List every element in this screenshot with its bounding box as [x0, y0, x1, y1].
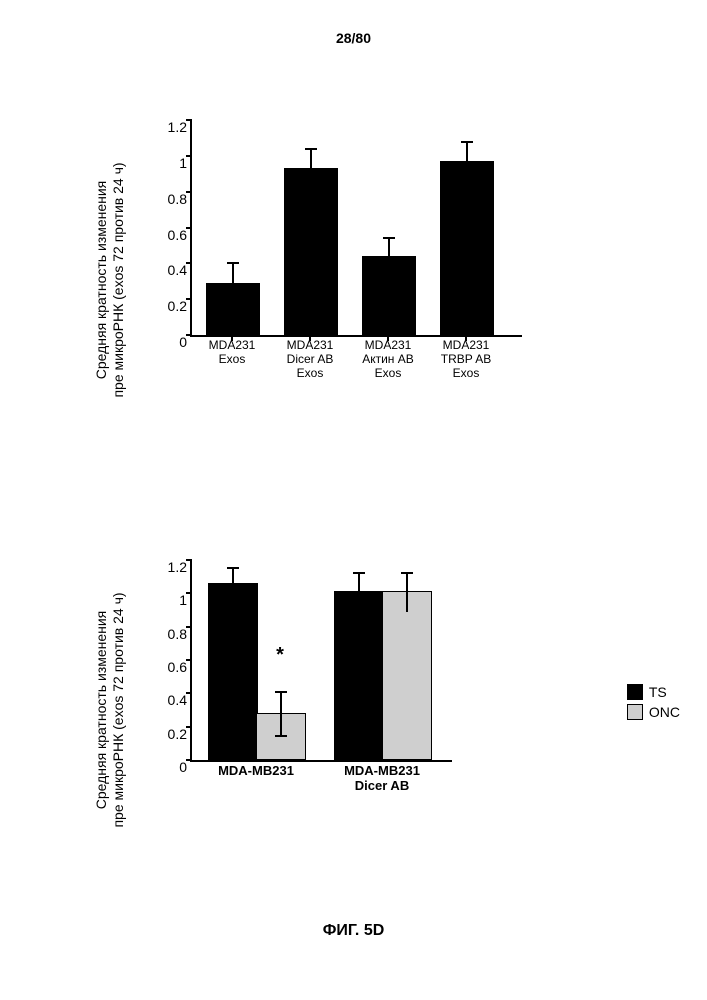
top-chart: Средняя кратность измененияпре микроРНК …: [130, 120, 570, 440]
y-tick-label: 0.8: [157, 626, 187, 642]
category-label: MDA-MB231: [202, 760, 310, 779]
y-tick-mark: [186, 692, 192, 694]
legend-label: ONC: [649, 704, 680, 720]
y-tick-mark: [186, 659, 192, 661]
y-tick-label: 0.6: [157, 659, 187, 675]
error-bar: [388, 237, 390, 257]
error-bar: [358, 572, 360, 612]
y-tick-label: 0.4: [157, 262, 187, 278]
bar: [206, 283, 260, 335]
category-label: MDA231TRBP ABExos: [428, 335, 504, 380]
y-tick-mark: [186, 626, 192, 628]
y-tick-label: 0: [157, 759, 187, 775]
y-tick-label: 0.6: [157, 227, 187, 243]
page: 28/80 Средняя кратность измененияпре мик…: [0, 0, 707, 1000]
error-bar: [232, 567, 234, 600]
legend-swatch: [627, 684, 643, 700]
legend-item: ■ONC: [627, 704, 680, 720]
category-label: MDA231Актин ABExos: [350, 335, 426, 380]
y-tick-label: 0.2: [157, 726, 187, 742]
category-label: MDA231Exos: [194, 335, 270, 367]
y-tick-mark: [186, 592, 192, 594]
y-tick-label: 0.2: [157, 298, 187, 314]
bar: [362, 256, 416, 335]
bar: [208, 583, 258, 760]
y-tick-mark: [186, 334, 192, 336]
error-bar: [466, 141, 468, 163]
bar: [334, 591, 384, 760]
bar: [440, 161, 494, 335]
top-plot-area: 00.20.40.60.811.2MDA231ExosMDA231Dicer A…: [190, 120, 522, 337]
legend-item: ■TS: [627, 684, 680, 700]
legend-label: TS: [649, 684, 667, 700]
category-label: MDA231Dicer ABExos: [272, 335, 348, 380]
y-tick-label: 1.2: [157, 559, 187, 575]
y-tick-label: 1.2: [157, 119, 187, 135]
category-label: MDA-MB231Dicer AB: [328, 760, 436, 794]
y-tick-label: 1: [157, 155, 187, 171]
chart-legend: ■TS ■ONC: [627, 680, 680, 724]
legend-swatch: [627, 704, 643, 720]
bottom-chart: Средняя кратность измененияпре микроРНК …: [130, 560, 570, 860]
y-tick-mark: [186, 559, 192, 561]
error-bar: [310, 148, 312, 170]
y-tick-label: 0.8: [157, 191, 187, 207]
y-tick-label: 0: [157, 334, 187, 350]
figure-caption: ФИГ. 5D: [0, 922, 707, 940]
y-tick-mark: [186, 227, 192, 229]
bottom-y-axis-label: Средняя кратность измененияпре микроРНК …: [93, 592, 127, 827]
bar: [382, 591, 432, 760]
significance-star: *: [276, 644, 284, 667]
bar: [284, 168, 338, 335]
y-tick-label: 0.4: [157, 692, 187, 708]
y-tick-mark: [186, 759, 192, 761]
bar: [256, 713, 306, 760]
y-tick-mark: [186, 191, 192, 193]
page-number: 28/80: [0, 30, 707, 46]
error-bar: [232, 262, 234, 284]
y-tick-label: 1: [157, 592, 187, 608]
y-tick-mark: [186, 726, 192, 728]
y-tick-mark: [186, 262, 192, 264]
y-tick-mark: [186, 155, 192, 157]
y-tick-mark: [186, 119, 192, 121]
error-bar: [280, 691, 282, 738]
error-bar: [406, 572, 408, 612]
top-y-axis-label: Средняя кратность измененияпре микроРНК …: [93, 162, 127, 397]
bottom-plot-area: 00.20.40.60.811.2*MDA-MB231MDA-MB231Dice…: [190, 560, 452, 762]
y-tick-mark: [186, 298, 192, 300]
